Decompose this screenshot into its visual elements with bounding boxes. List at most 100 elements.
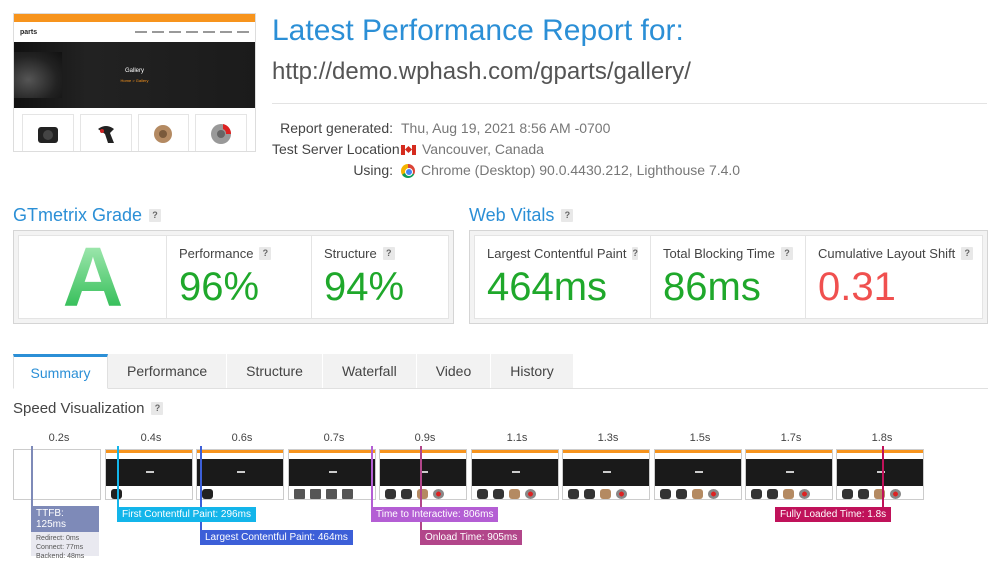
svg-text:A: A (62, 242, 123, 312)
browser-info: Chrome (Desktop) 90.0.4430.212, Lighthou… (421, 162, 741, 178)
tab-summary[interactable]: Summary (13, 354, 108, 389)
speed-visualization-heading: Speed Visualization ? (13, 400, 164, 417)
onload-marker-label[interactable]: Onload Time: 905ms (420, 530, 523, 545)
meta-value: Chrome (Desktop) 90.0.4430.212, Lighthou… (401, 160, 740, 181)
structure-value: 94% (324, 265, 405, 309)
cls-cell: Cumulative Layout Shift? 0.31 (806, 236, 985, 318)
report-url[interactable]: http://demo.wphash.com/gparts/gallery/ (272, 58, 691, 85)
thumb-car-image (14, 52, 62, 98)
lcp-value: 464ms (487, 265, 608, 309)
cls-value: 0.31 (818, 265, 896, 309)
frame-time: 1.5s (689, 432, 711, 444)
tab-video[interactable]: Video (416, 354, 492, 388)
filmstrip-frame[interactable] (196, 449, 284, 500)
help-icon[interactable]: ? (151, 402, 164, 415)
onload-marker-line (420, 446, 422, 531)
thumb-nav: parts (14, 22, 255, 42)
structure-label: Structure (324, 246, 377, 261)
page-title: Latest Performance Report for: (272, 14, 684, 47)
meta-label: Test Server Location: (272, 141, 404, 157)
filmstrip-frame[interactable] (471, 449, 559, 500)
thumb-nav-links (135, 31, 249, 33)
help-icon[interactable]: ? (781, 247, 793, 260)
filmstrip-frame-blank[interactable] (13, 449, 101, 500)
performance-label: Performance (179, 246, 254, 261)
meta-row-using: Using: Chrome (Desktop) 90.0.4430.212, L… (272, 160, 740, 181)
thumb-hero-title: Gallery (124, 68, 144, 74)
tab-structure[interactable]: Structure (227, 354, 323, 388)
grade-cell: A (19, 236, 167, 318)
tab-performance[interactable]: Performance (108, 354, 228, 388)
filmstrip-frame[interactable] (745, 449, 833, 500)
filmstrip (13, 449, 988, 501)
gtmetrix-grade-panel: A Performance? 96% Structure? 94% (13, 230, 454, 324)
ttfb-label: TTFB: 125ms (31, 506, 99, 532)
lcp-marker-line (200, 446, 202, 531)
help-icon[interactable]: ? (632, 247, 638, 260)
lcp-marker-label[interactable]: Largest Contentful Paint: 464ms (200, 530, 353, 545)
thumb-product-brake (195, 114, 247, 151)
lcp-cell: Largest Contentful Paint? 464ms (475, 236, 651, 318)
frame-time: 1.7s (780, 432, 802, 444)
fcp-marker-label[interactable]: First Contentful Paint: 296ms (117, 507, 256, 522)
web-vitals-heading: Web Vitals ? (469, 205, 574, 226)
fully-loaded-marker-line (882, 446, 884, 508)
thumb-product-turbo (137, 114, 190, 151)
frame-time: 0.6s (231, 432, 253, 444)
meta-label: Using: (353, 162, 393, 178)
ttfb-marker-line (31, 446, 33, 508)
meta-row-generated: Report generated: Thu, Aug 19, 2021 8:56… (272, 118, 740, 139)
fcp-marker-line (117, 446, 119, 507)
filmstrip-frame[interactable] (654, 449, 742, 500)
thumb-hero: Gallery Home > Gallery (14, 42, 255, 108)
section-title: Speed Visualization (13, 400, 145, 417)
server-location: Vancouver, Canada (422, 141, 544, 157)
frame-time: 1.1s (506, 432, 528, 444)
tab-waterfall[interactable]: Waterfall (322, 354, 417, 388)
tti-marker-label[interactable]: Time to Interactive: 806ms (371, 507, 499, 522)
help-icon[interactable]: ? (382, 247, 395, 260)
help-icon[interactable]: ? (259, 247, 272, 260)
cls-label: Cumulative Layout Shift (818, 246, 956, 261)
filmstrip-frame[interactable] (105, 449, 193, 500)
filmstrip-frame[interactable] (288, 449, 376, 500)
ttfb-marker[interactable]: TTFB: 125ms Redirect: 0ms Connect: 77ms … (31, 506, 99, 560)
thumb-products (14, 108, 255, 151)
filmstrip-frame[interactable] (836, 449, 924, 500)
meta-label: Report generated: (280, 120, 393, 136)
fully-loaded-marker-label[interactable]: Fully Loaded Time: 1.8s (775, 507, 892, 522)
tab-history[interactable]: History (491, 354, 574, 388)
thumb-hero-breadcrumb: Home > Gallery (120, 78, 149, 83)
tbt-cell: Total Blocking Time? 86ms (651, 236, 806, 318)
thumb-product-handle (79, 114, 132, 151)
frame-time: 0.2s (48, 432, 70, 444)
web-vitals-panel: Largest Contentful Paint? 464ms Total Bl… (469, 230, 988, 324)
filmstrip-times: 0.2s 0.4s 0.6s 0.7s 0.9s 1.1s 1.3s 1.5s … (13, 432, 988, 448)
report-tabs: Summary Performance Structure Waterfall … (13, 354, 988, 389)
meta-value: Thu, Aug 19, 2021 8:56 AM -0700 (401, 118, 610, 139)
divider (272, 103, 987, 104)
gtmetrix-grade-heading: GTmetrix Grade ? (13, 205, 162, 226)
frame-time: 0.4s (140, 432, 162, 444)
structure-cell: Structure? 94% (312, 236, 448, 318)
ttfb-connect: Connect: 77ms (36, 544, 84, 551)
help-icon[interactable]: ? (149, 209, 162, 222)
filmstrip-frame[interactable] (562, 449, 650, 500)
help-icon[interactable]: ? (561, 209, 574, 222)
page-screenshot-thumbnail: parts Gallery Home > Gallery (13, 13, 256, 152)
frame-time: 0.7s (323, 432, 345, 444)
tbt-label: Total Blocking Time (663, 246, 775, 261)
report-date: Thu, Aug 19, 2021 8:56 AM -0700 (401, 120, 611, 136)
filmstrip-frame[interactable] (379, 449, 467, 500)
ttfb-backend: Backend: 48ms (36, 553, 85, 560)
frame-time: 1.8s (871, 432, 893, 444)
canada-flag-icon (401, 144, 416, 155)
report-meta: Report generated: Thu, Aug 19, 2021 8:56… (272, 118, 740, 181)
thumb-topbar (14, 14, 255, 22)
frame-time: 1.3s (597, 432, 619, 444)
tti-marker-line (371, 446, 373, 508)
thumb-logo: parts (20, 28, 38, 36)
help-icon[interactable]: ? (961, 247, 974, 260)
grade-letter-icon: A (62, 242, 123, 312)
lcp-label: Largest Contentful Paint (487, 246, 627, 261)
